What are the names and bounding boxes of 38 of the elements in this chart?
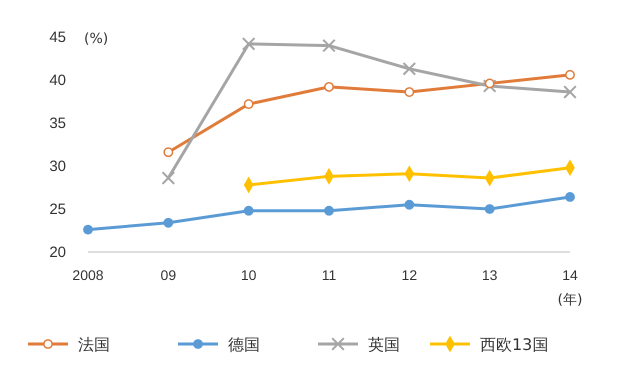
- x-tick-label: 14: [562, 266, 578, 283]
- point: [484, 78, 495, 88]
- point: [163, 147, 174, 158]
- x-tick-label: 11: [322, 266, 336, 283]
- x-tick-label: 2008: [72, 266, 104, 283]
- point: [565, 70, 575, 80]
- legend-label: 法国: [78, 335, 110, 354]
- point: [324, 206, 334, 216]
- legend-label: 德国: [228, 335, 260, 354]
- point: [244, 99, 254, 110]
- point: [163, 218, 174, 228]
- point: [244, 206, 254, 216]
- y-tick-label: 35: [49, 114, 66, 132]
- y-axis-title: (%): [84, 31, 108, 47]
- y-tick-label: 45: [49, 28, 66, 46]
- point: [162, 171, 176, 185]
- y-tick-label: 30: [49, 158, 66, 175]
- point: [404, 87, 414, 97]
- x-tick-label: 09: [160, 266, 176, 283]
- x-tick-label: 10: [240, 266, 257, 283]
- y-tick-label: 40: [49, 72, 66, 89]
- point: [402, 62, 416, 76]
- point: [565, 192, 575, 202]
- point: [83, 224, 93, 235]
- point: [482, 79, 496, 93]
- legend-label: 英国: [368, 335, 400, 354]
- point: [404, 200, 414, 210]
- legend-label: 西欧13国: [480, 335, 548, 354]
- x-tick-label: 13: [482, 266, 498, 283]
- point: [484, 204, 495, 214]
- point: [563, 85, 577, 99]
- y-tick-label: 25: [49, 200, 66, 218]
- point: [322, 38, 336, 52]
- point: [324, 82, 334, 92]
- point: [242, 37, 256, 51]
- x-axis-title: (年): [558, 292, 582, 308]
- x-tick-label: 12: [402, 266, 418, 283]
- y-tick-label: 20: [49, 244, 66, 261]
